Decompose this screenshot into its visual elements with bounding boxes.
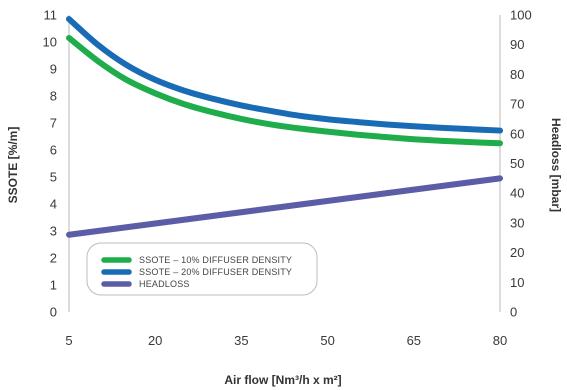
x-tick-label: 20 [148,333,162,348]
legend-box [86,242,318,296]
y-left-tick-label: 8 [50,89,57,104]
y-left-tick-label: 9 [50,62,57,77]
x-tick-label: 65 [407,333,421,348]
y-left-tick-label: 11 [44,8,58,23]
y-right-tick-label: 20 [510,245,524,260]
y-left-tick-label: 7 [50,116,57,131]
y-right-tick-label: 100 [510,8,532,23]
y-left-tick-label: 4 [50,197,57,212]
y-right-tick-label: 70 [510,97,524,112]
legend-label: SSOTE – 20% DIFFUSER DENSITY [139,267,292,277]
y-right-tick-label: 10 [510,275,524,290]
x-tick-label: 80 [493,333,507,348]
series-layer [66,16,503,238]
y-left-tick-label: 5 [50,170,57,185]
ticks-layer: 0 1 2 3 4 5 6 7 8 9 10 11 0 10 20 30 40 50 60 70 80 90 100 5 20 3… [43,8,532,349]
y-axis-left-label: SSOTE [%/m] [6,127,20,204]
x-tick-label: 35 [234,333,248,348]
y-left-tick-label: 2 [50,251,57,266]
series-ssote-10-line [66,34,503,147]
legend-label: SSOTE – 10% DIFFUSER DENSITY [139,255,292,265]
legend-item-ssote-20: SSOTE – 20% DIFFUSER DENSITY [101,267,292,277]
legend-item-ssote-10: SSOTE – 10% DIFFUSER DENSITY [101,255,292,265]
y-right-tick-label: 90 [510,37,524,52]
legend-item-headloss: HEADLOSS [101,279,190,289]
y-left-tick-label: 3 [50,224,57,239]
x-axis-label: Air flow [Nm³/h x m²] [224,373,341,387]
y-left-tick-label: 0 [50,305,57,320]
y-right-tick-label: 0 [510,305,517,320]
series-headloss-line [66,175,503,238]
y-right-tick-label: 30 [510,215,524,230]
y-right-tick-label: 60 [510,126,524,141]
y-right-tick-label: 80 [510,67,524,82]
legend: SSOTE – 10% DIFFUSER DENSITY SSOTE – 20% … [86,242,318,296]
x-tick-label: 50 [320,333,334,348]
y-axis-right-label: Headloss [mbar] [549,118,563,212]
y-left-tick-label: 1 [50,278,57,293]
y-left-tick-label: 10 [43,35,57,50]
series-ssote-20-line [66,16,503,134]
y-right-tick-label: 40 [510,186,524,201]
legend-label: HEADLOSS [139,279,190,289]
chart-frame [68,15,501,312]
y-left-tick-label: 6 [50,143,57,158]
x-tick-label: 5 [65,333,72,348]
y-right-tick-label: 50 [510,156,524,171]
